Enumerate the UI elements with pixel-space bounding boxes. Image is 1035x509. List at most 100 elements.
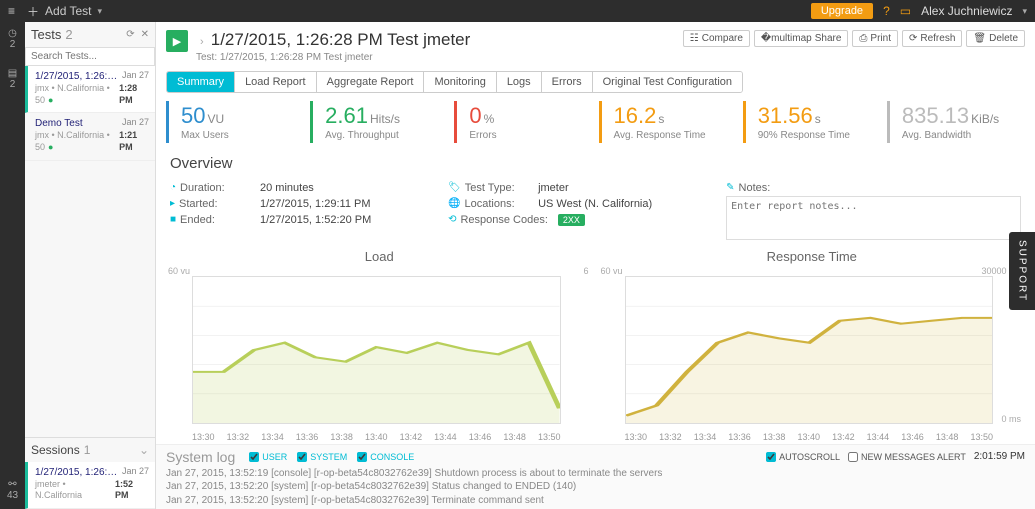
- x-tick: 13:48: [936, 432, 959, 442]
- add-test-button[interactable]: Add Test: [45, 4, 91, 18]
- metric-value: 2.61: [325, 103, 368, 128]
- x-axis: 13:3013:3213:3413:3613:3813:4013:4213:44…: [625, 432, 994, 442]
- help-icon[interactable]: ?: [883, 4, 890, 18]
- x-tick: 13:42: [832, 432, 855, 442]
- tab-errors[interactable]: Errors: [542, 72, 593, 92]
- y-axis-right-bottom: 0 ms: [1001, 414, 1021, 424]
- x-tick: 13:44: [867, 432, 890, 442]
- clipboard-icon: ▤: [8, 68, 17, 79]
- newmsg-toggle[interactable]: NEW MESSAGES ALERT: [848, 452, 966, 462]
- plus-icon[interactable]: ＋: [27, 3, 39, 20]
- metric-unit: Hits/s: [370, 112, 400, 126]
- rail-item-tests[interactable]: ◷ 2: [8, 28, 17, 50]
- metric-label: 90% Response Time: [758, 130, 871, 141]
- tab-monitoring[interactable]: Monitoring: [424, 72, 496, 92]
- refresh-icon[interactable]: ⟳: [126, 29, 134, 40]
- metric-unit: s: [815, 112, 821, 126]
- voicemail-icon: ⚯: [8, 479, 16, 490]
- filter-system[interactable]: SYSTEM: [297, 452, 347, 462]
- x-tick: 13:48: [503, 432, 526, 442]
- metric-label: Errors: [469, 130, 582, 141]
- list-item-title: 1/27/2015, 1:26:28 PM Te...: [35, 70, 119, 83]
- stop-icon: ■: [170, 214, 176, 225]
- share-button[interactable]: �multimapShare: [754, 30, 849, 47]
- list-item-date: Jan 27: [119, 117, 149, 130]
- upgrade-button[interactable]: Upgrade: [811, 3, 873, 19]
- pencil-icon: ✎: [726, 182, 734, 193]
- rail-item-inbox[interactable]: ⚯ 43: [7, 479, 18, 501]
- sessions-title: Sessions: [31, 443, 80, 457]
- session-list-item[interactable]: 1/27/2015, 1:26:28 PM Te...Jan 27 jmeter…: [25, 462, 155, 509]
- tests-header: Tests 2 ⟳ ✕: [25, 22, 155, 47]
- tab-original-test-configuration[interactable]: Original Test Configuration: [593, 72, 742, 92]
- x-axis: 13:3013:3213:3413:3613:3813:4013:4213:44…: [192, 432, 561, 442]
- rail-item-reports[interactable]: ▤ 2: [8, 68, 17, 90]
- ov-started: 1/27/2015, 1:29:11 PM: [260, 198, 371, 210]
- ov-duration: 20 minutes: [260, 182, 314, 194]
- print-button[interactable]: ⎙Print: [852, 30, 898, 47]
- folder-icon[interactable]: ▭: [900, 4, 911, 18]
- system-log: System log USER SYSTEM CONSOLE AUTOSCROL…: [156, 444, 1035, 509]
- x-tick: 13:30: [192, 432, 215, 442]
- x-tick: 13:46: [469, 432, 492, 442]
- metric-label: Avg. Response Time: [614, 130, 727, 141]
- sessions-header[interactable]: Sessions 1 ⌄: [25, 437, 155, 462]
- tests-list: 1/27/2015, 1:26:28 PM Te...Jan 27 jmx • …: [25, 66, 155, 161]
- list-item-title: 1/27/2015, 1:26:28 PM Te...: [35, 466, 119, 479]
- filter-user[interactable]: USER: [249, 452, 287, 462]
- user-menu[interactable]: Alex Juchniewicz: [921, 4, 1012, 18]
- tab-logs[interactable]: Logs: [497, 72, 542, 92]
- metric-unit: VU: [207, 112, 224, 126]
- tab-load-report[interactable]: Load Report: [235, 72, 317, 92]
- test-list-item[interactable]: 1/27/2015, 1:26:28 PM Te...Jan 27 jmx • …: [25, 66, 155, 113]
- filter-console[interactable]: CONSOLE: [357, 452, 414, 462]
- list-item-meta: jmeter • N.California: [35, 479, 115, 502]
- search-tests-input[interactable]: [25, 47, 155, 66]
- metric-value: 50: [181, 103, 205, 128]
- notes-input[interactable]: [726, 196, 1021, 240]
- list-item-title: Demo Test: [35, 117, 119, 130]
- log-line: Jan 27, 2015, 13:52:20 [system] [r-op-be…: [166, 480, 1025, 494]
- y-axis-right: 6: [583, 266, 588, 276]
- share-icon: �multimap: [761, 33, 812, 44]
- load-chart: Load 60 vu 6 13:3013:3213:3413:3613:3813…: [170, 249, 589, 444]
- test-list-item[interactable]: Demo TestJan 27 jmx • N.California • 50●…: [25, 113, 155, 160]
- tab-summary[interactable]: Summary: [167, 72, 235, 92]
- chevron-down-icon: ⌄: [139, 443, 149, 457]
- logo-icon: ≡: [8, 4, 15, 18]
- compare-button[interactable]: ☷Compare: [683, 30, 750, 47]
- metric-card: 50VU Max Users: [166, 101, 304, 143]
- tests-count: 2: [65, 27, 72, 42]
- compare-icon: ☷: [690, 33, 699, 44]
- x-tick: 13:36: [728, 432, 751, 442]
- metric-value: 0: [469, 103, 481, 128]
- chart-title: Load: [170, 249, 589, 264]
- chevron-down-icon[interactable]: ▾: [98, 6, 103, 17]
- main-content: ▶ › 1/27/2015, 1:26:28 PM Test jmeter Te…: [156, 22, 1035, 509]
- rail-count: 2: [8, 39, 17, 50]
- tab-aggregate-report[interactable]: Aggregate Report: [317, 72, 425, 92]
- sessions-count: 1: [84, 443, 91, 457]
- list-item-date: Jan 27: [119, 70, 149, 83]
- overview-grid: ◔Duration:20 minutes ▸Started:1/27/2015,…: [156, 176, 1035, 249]
- autoscroll-toggle[interactable]: AUTOSCROLL: [766, 452, 840, 462]
- run-button[interactable]: ▶: [166, 30, 188, 52]
- log-lines: Jan 27, 2015, 13:52:19 [console] [r-op-b…: [166, 467, 1025, 508]
- chevron-down-icon[interactable]: ▾: [1022, 6, 1027, 17]
- print-icon: ⎙: [859, 33, 867, 44]
- close-icon[interactable]: ✕: [141, 29, 149, 40]
- syslog-title: System log: [166, 449, 235, 465]
- title-bar: ▶ › 1/27/2015, 1:26:28 PM Test jmeter Te…: [156, 22, 1035, 65]
- refresh-button[interactable]: ⟳Refresh: [902, 30, 962, 47]
- ov-ended: 1/27/2015, 1:52:20 PM: [260, 214, 371, 226]
- metric-unit: s: [658, 112, 664, 126]
- metric-label: Max Users: [181, 130, 294, 141]
- topbar: ≡ ＋ Add Test ▾ Upgrade ? ▭ Alex Juchniew…: [0, 0, 1035, 22]
- delete-button[interactable]: 🗑Delete: [966, 30, 1025, 47]
- play-icon: ▸: [170, 198, 175, 209]
- sessions-list: 1/27/2015, 1:26:28 PM Te...Jan 27 jmeter…: [25, 462, 155, 509]
- x-tick: 13:36: [296, 432, 319, 442]
- support-tab[interactable]: SUPPORT: [1009, 232, 1035, 310]
- globe-icon: 🌐: [448, 198, 460, 209]
- x-tick: 13:50: [970, 432, 993, 442]
